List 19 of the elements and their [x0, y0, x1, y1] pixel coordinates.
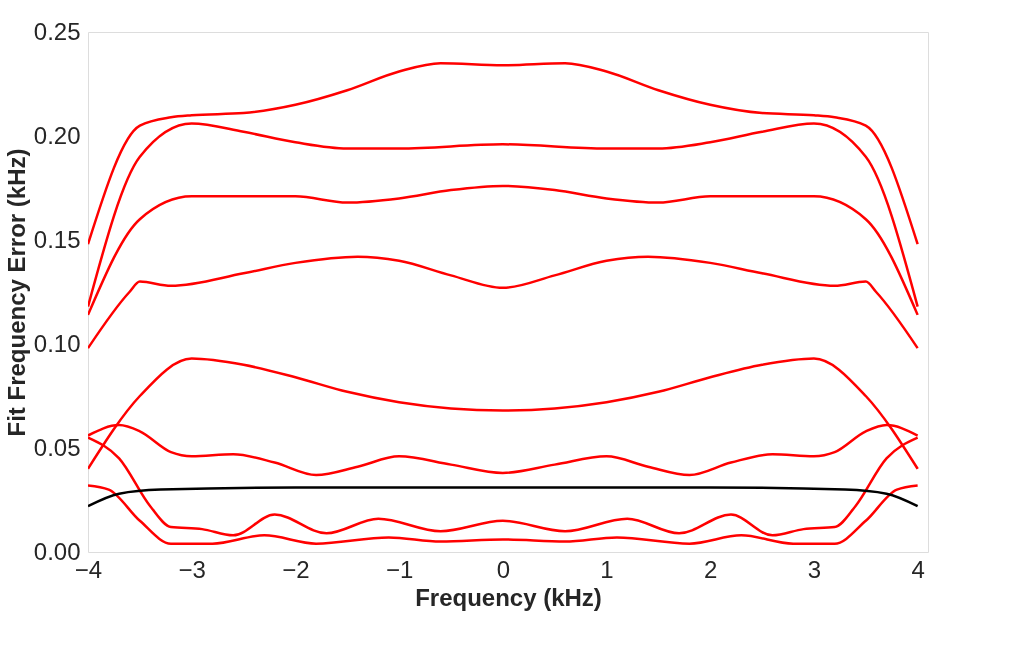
x-tick-label: −2 — [282, 555, 310, 583]
x-tick-label: 2 — [704, 555, 718, 583]
x-tick-label: −3 — [178, 555, 206, 583]
x-tick-label: 4 — [911, 555, 925, 583]
y-axis-title: Fit Frequency Error (kHz) — [2, 148, 30, 437]
x-axis-title: Frequency (kHz) — [415, 583, 602, 611]
y-tick-label: 0.15 — [33, 225, 81, 253]
x-tick-label: 0 — [496, 555, 510, 583]
line-series — [88, 486, 919, 508]
x-tick-label: 3 — [807, 555, 822, 583]
line-series — [88, 484, 919, 545]
line-series — [88, 61, 919, 246]
line-series — [88, 255, 919, 350]
y-tick-label: 0.10 — [33, 329, 81, 357]
x-tick-label: −1 — [385, 555, 414, 583]
x-tick-label: 1 — [600, 555, 614, 583]
y-tick-label: 0.25 — [33, 17, 81, 45]
y-tick-label: 0.20 — [33, 121, 81, 149]
y-tick-label: 0.05 — [33, 433, 81, 461]
